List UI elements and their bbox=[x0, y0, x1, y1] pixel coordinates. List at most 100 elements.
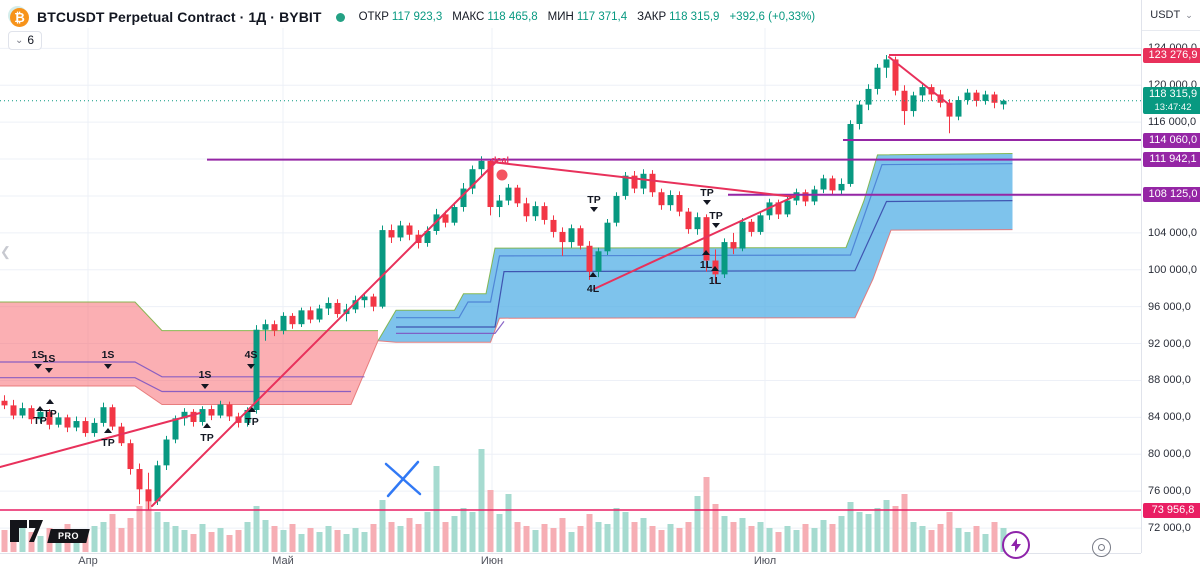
volume-bar bbox=[298, 534, 305, 552]
triangle-up-icon bbox=[104, 428, 112, 433]
level-price-label[interactable]: 108 125,0 bbox=[1143, 187, 1200, 203]
level-price-label[interactable]: 114 060,0 bbox=[1143, 132, 1200, 148]
deal-annotation[interactable]: deal bbox=[491, 155, 509, 165]
volume-bar bbox=[415, 524, 422, 552]
svg-text:TP: TP bbox=[700, 187, 713, 199]
candle-body bbox=[568, 228, 575, 243]
candle-body bbox=[37, 411, 44, 420]
candle-body bbox=[28, 408, 35, 420]
volume-bar bbox=[280, 530, 287, 552]
boost-lightning-icon[interactable] bbox=[1002, 531, 1030, 559]
trendline[interactable] bbox=[0, 412, 201, 468]
trade-marker-tp[interactable]: TP bbox=[101, 428, 115, 449]
trade-marker-1s[interactable]: 1S bbox=[199, 369, 212, 389]
volume-bar bbox=[604, 524, 611, 552]
volume-bar bbox=[361, 532, 368, 552]
candle-body bbox=[721, 242, 728, 275]
candle-body bbox=[982, 94, 989, 101]
high-value: 118 465,8 bbox=[487, 11, 538, 23]
candle-body bbox=[883, 59, 890, 68]
trade-marker-1s[interactable]: 1S bbox=[102, 349, 115, 369]
trendline[interactable] bbox=[491, 161, 796, 198]
volume-bar bbox=[424, 512, 431, 552]
deal-dot-icon[interactable] bbox=[496, 169, 508, 181]
svg-text:TP: TP bbox=[43, 408, 56, 420]
scroll-to-price-icon[interactable] bbox=[1092, 538, 1111, 557]
candle-body bbox=[352, 300, 359, 310]
last-price-label[interactable]: 118 315,9 13:47:42 bbox=[1143, 86, 1200, 114]
volume-bar bbox=[595, 522, 602, 552]
candle-body bbox=[595, 251, 602, 272]
cloud-inner-line bbox=[396, 163, 1013, 319]
pro-badge: PRO bbox=[47, 529, 90, 543]
volume-bar bbox=[541, 524, 548, 552]
tradingview-logo[interactable]: PRO bbox=[10, 519, 90, 543]
volume-bar bbox=[496, 514, 503, 552]
chart-header: ₿ BTCUSDT Perpetual Contract · 1Д · BYBI… bbox=[10, 6, 815, 28]
volume-bar bbox=[217, 528, 224, 552]
triangle-up-icon bbox=[46, 399, 54, 404]
collapse-panel-arrow-icon[interactable]: ❮ bbox=[0, 244, 11, 259]
candle-body bbox=[10, 405, 17, 416]
candle-body bbox=[604, 222, 611, 252]
volume-bar bbox=[631, 522, 638, 552]
indicator-cloud bbox=[0, 302, 378, 405]
candle-body bbox=[748, 221, 755, 232]
level-price-label[interactable]: 73 956,8 bbox=[1143, 502, 1200, 518]
svg-text:TP: TP bbox=[245, 416, 258, 428]
open-value: 117 923,3 bbox=[391, 11, 443, 23]
trendline[interactable] bbox=[151, 160, 498, 507]
volume-bar bbox=[550, 528, 557, 552]
candle-body bbox=[667, 195, 674, 206]
level-price-label[interactable]: 123 276,9 bbox=[1143, 47, 1200, 63]
volume-bar bbox=[118, 528, 125, 552]
candle-body bbox=[820, 178, 827, 190]
candle-body bbox=[190, 411, 197, 422]
cloud-inner-line bbox=[0, 361, 365, 378]
candle-body bbox=[334, 302, 341, 315]
level-price-label[interactable]: 111 942,1 bbox=[1143, 152, 1200, 168]
volume-bar bbox=[352, 528, 359, 552]
trade-marker-tp[interactable]: TP bbox=[33, 406, 47, 427]
trendline[interactable] bbox=[888, 56, 952, 107]
triangle-up-icon bbox=[248, 407, 256, 412]
candle-body bbox=[217, 404, 224, 416]
trade-marker-tp[interactable]: TP bbox=[245, 407, 259, 428]
cloud-bottom-line bbox=[377, 229, 1013, 343]
market-status-dot-icon[interactable] bbox=[335, 12, 345, 22]
indicators-collapse-chip[interactable]: ⌄ 6 bbox=[8, 31, 43, 50]
trade-marker-4s[interactable]: 4S bbox=[245, 349, 258, 369]
trade-marker-4l[interactable]: 4L bbox=[587, 272, 600, 295]
trade-marker-1l[interactable]: 1L bbox=[709, 266, 722, 287]
volume-bar bbox=[568, 532, 575, 552]
volume-bar bbox=[919, 526, 926, 552]
trade-marker-tp[interactable]: TP bbox=[43, 399, 57, 420]
trade-marker-1s[interactable]: 1S bbox=[43, 353, 56, 373]
svg-text:TP: TP bbox=[709, 210, 722, 222]
trade-marker-tp[interactable]: TP bbox=[700, 187, 714, 205]
trade-marker-1l[interactable]: 1L bbox=[700, 250, 713, 271]
candle-body bbox=[181, 411, 188, 419]
trade-marker-1s[interactable]: 1S bbox=[32, 349, 45, 369]
trade-marker-tp[interactable]: TP bbox=[709, 210, 723, 228]
candle-body bbox=[613, 195, 620, 223]
svg-text:1L: 1L bbox=[700, 259, 713, 271]
trade-marker-tp[interactable]: TP bbox=[200, 423, 214, 444]
symbol-title[interactable]: BTCUSDT Perpetual Contract · 1Д · BYBIT bbox=[37, 9, 322, 25]
trendline[interactable] bbox=[593, 195, 796, 290]
candle-body bbox=[199, 409, 206, 422]
volume-bar bbox=[109, 514, 116, 552]
candle-body bbox=[451, 207, 458, 223]
currency-selector[interactable]: USDT ⌄ bbox=[1142, 0, 1200, 31]
x-drawing[interactable] bbox=[386, 460, 420, 498]
indicator-count: 6 bbox=[27, 33, 35, 47]
volume-bar bbox=[271, 526, 278, 552]
volume-bar bbox=[19, 527, 26, 552]
time-axis[interactable]: Апр Май Июн Июл bbox=[0, 553, 1141, 567]
trade-marker-tp[interactable]: TP bbox=[587, 194, 601, 212]
candle-body bbox=[505, 187, 512, 201]
price-tick: 104 000,0 bbox=[1148, 226, 1197, 239]
candle-body bbox=[82, 421, 89, 434]
